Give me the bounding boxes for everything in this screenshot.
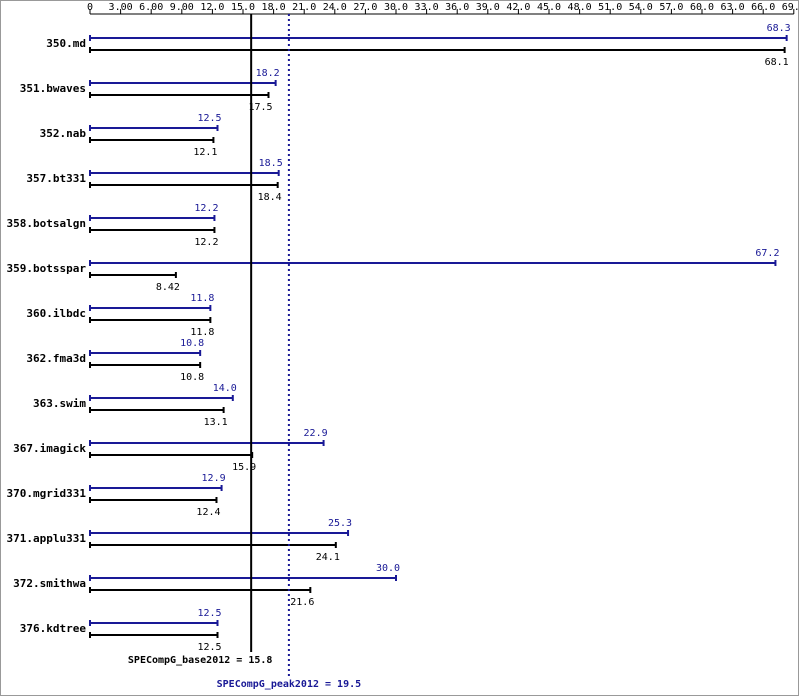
value-label: 14.0 — [213, 383, 237, 394]
category-label: 358.botsalgn — [7, 217, 86, 230]
bar — [89, 260, 777, 266]
x-tick-label: 63.0 — [721, 2, 745, 13]
bar — [89, 350, 202, 356]
bar — [89, 395, 234, 401]
value-label: 15.9 — [232, 462, 256, 473]
x-tick-label: 18.0 — [262, 2, 286, 13]
x-tick-label: 6.00 — [139, 2, 163, 13]
category-label: 362.fma3d — [26, 352, 86, 365]
value-label: 11.8 — [190, 327, 214, 338]
bar — [89, 92, 270, 98]
bar — [89, 452, 254, 458]
category-label: 360.ilbdc — [26, 307, 86, 320]
x-tick-label: 12.0 — [200, 2, 224, 13]
x-tick-label: 24.0 — [323, 2, 347, 13]
value-label: 8.42 — [156, 282, 180, 293]
x-tick-label: 33.0 — [415, 2, 439, 13]
bar — [89, 272, 177, 278]
bar — [89, 542, 337, 548]
value-label: 24.1 — [316, 552, 340, 563]
value-label: 18.4 — [258, 192, 282, 203]
value-label: 12.5 — [197, 113, 221, 124]
category-label: 357.bt331 — [26, 172, 86, 185]
value-label: 12.9 — [202, 473, 226, 484]
bar — [89, 575, 397, 581]
bar — [89, 620, 219, 626]
value-label: 10.8 — [180, 338, 204, 349]
x-tick-label: 3.00 — [109, 2, 133, 13]
bar — [89, 80, 277, 86]
x-tick-label: 48.0 — [568, 2, 592, 13]
category-label: 359.botsspar — [7, 262, 87, 275]
value-label: 30.0 — [376, 563, 400, 574]
category-label: 370.mgrid331 — [7, 487, 87, 500]
bar — [89, 317, 212, 323]
value-label: 21.6 — [290, 597, 314, 608]
category-label: 367.imagick — [13, 442, 86, 455]
bar — [89, 170, 280, 176]
bar — [89, 305, 212, 311]
category-label: 372.smithwa — [13, 577, 86, 590]
bar — [89, 125, 219, 131]
value-label: 18.5 — [259, 158, 283, 169]
x-tick-label: 27.0 — [353, 2, 377, 13]
category-label: 371.applu331 — [7, 532, 87, 545]
bar — [89, 497, 218, 503]
value-label: 12.5 — [197, 642, 221, 653]
x-tick-label: 66.0 — [751, 2, 775, 13]
bar — [89, 632, 219, 638]
value-label: 11.8 — [190, 293, 214, 304]
x-tick-label: 0 — [87, 2, 93, 13]
value-label: 22.9 — [304, 428, 328, 439]
x-tick-label: 57.0 — [659, 2, 683, 13]
category-label: 350.md — [46, 37, 86, 50]
value-label: 68.1 — [765, 57, 789, 68]
value-label: 25.3 — [328, 518, 352, 529]
x-tick-label: 30.0 — [384, 2, 408, 13]
value-label: 17.5 — [248, 102, 272, 113]
bar — [89, 137, 215, 143]
value-label: 10.8 — [180, 372, 204, 383]
value-label: 18.2 — [256, 68, 280, 79]
value-label: 67.2 — [755, 248, 779, 259]
category-label: 376.kdtree — [20, 622, 87, 635]
x-tick-label: 42.0 — [506, 2, 530, 13]
x-tick-label: 21.0 — [292, 2, 316, 13]
value-label: 13.1 — [204, 417, 228, 428]
value-label: 12.2 — [194, 237, 218, 248]
value-label: 68.3 — [767, 23, 791, 34]
reference-label: SPECompG_base2012 = 15.8 — [128, 655, 273, 666]
bar — [89, 35, 788, 41]
bar — [89, 362, 202, 368]
bar — [89, 227, 216, 233]
value-label: 12.5 — [197, 608, 221, 619]
category-label: 351.bwaves — [20, 82, 86, 95]
category-label: 363.swim — [33, 397, 86, 410]
bar — [89, 587, 312, 593]
bar — [89, 182, 279, 188]
bar — [89, 407, 225, 413]
bar — [89, 485, 223, 491]
x-tick-label: 45.0 — [537, 2, 561, 13]
value-label: 12.1 — [193, 147, 217, 158]
x-tick-label: 51.0 — [598, 2, 622, 13]
x-tick-label: 9.00 — [170, 2, 194, 13]
x-tick-label: 15.0 — [231, 2, 255, 13]
bar — [89, 215, 216, 221]
category-label: 352.nab — [40, 127, 87, 140]
bar — [89, 530, 350, 536]
x-tick-label: 39.0 — [476, 2, 500, 13]
bar — [89, 440, 325, 446]
x-tick-label: 69.0 — [782, 2, 799, 13]
x-tick-label: 54.0 — [629, 2, 653, 13]
x-tick-label: 36.0 — [445, 2, 469, 13]
bar — [89, 47, 786, 53]
value-label: 12.4 — [196, 507, 220, 518]
x-tick-label: 60.0 — [690, 2, 714, 13]
reference-label: SPECompG_peak2012 = 19.5 — [217, 679, 362, 690]
value-label: 12.2 — [194, 203, 218, 214]
